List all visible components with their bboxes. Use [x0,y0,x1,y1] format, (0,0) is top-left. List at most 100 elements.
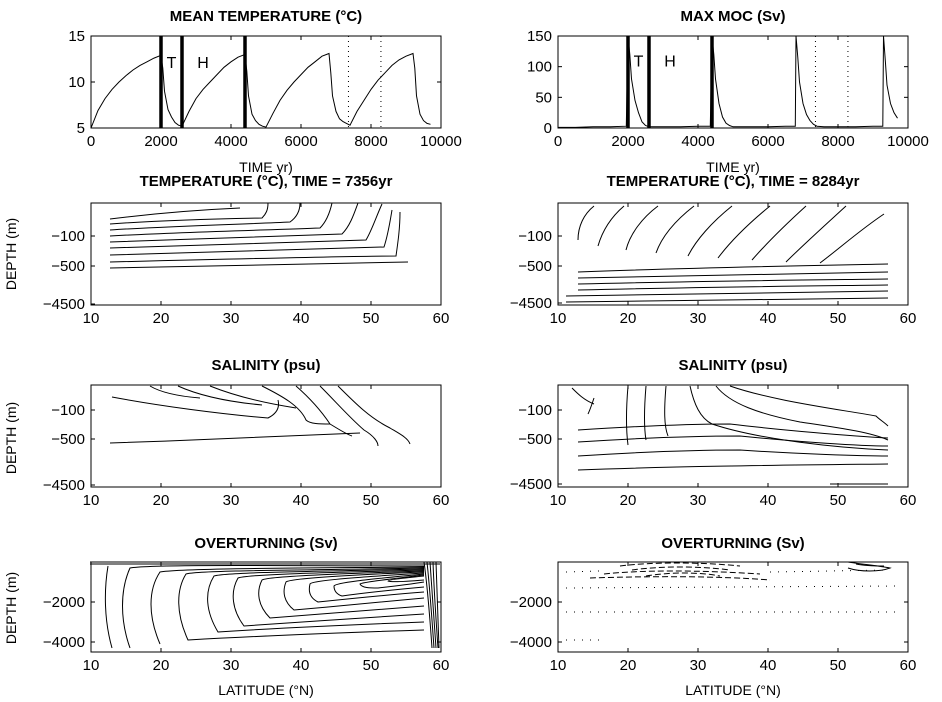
axes-frame-temperature-7356 [90,202,442,306]
contour-line [387,575,425,583]
contour-line [149,385,201,399]
contour-line [109,203,383,249]
x-axis-label-overturning-8284: LATITUDE (°N) [685,682,781,698]
x-tick-label: 20 [153,657,170,674]
x-tick-label: 50 [363,492,380,509]
x-tick-label: 8000 [821,133,854,150]
y-axis-label-row-2: DEPTH (m) [3,218,19,290]
contour-line [109,207,241,220]
x-tick-label: 10000 [420,133,462,150]
x-axis-label-overturning-7356: LATITUDE (°N) [218,682,314,698]
axes-frame-overturning-8284 [557,561,909,653]
x-axis-label-mean-temperature: TIME yr) [239,159,293,175]
x-tick-label: 60 [900,310,917,327]
y-tick-label: −100 [518,402,552,419]
contour-line [261,385,331,425]
x-tick-label: 2000 [144,133,177,150]
x-tick-label: 60 [433,657,450,674]
contour-line [426,561,435,649]
x-tick-label: 10 [83,492,100,509]
contour-line [597,205,625,247]
chart-title-salinity-7356: SALINITY (psu) [212,357,321,374]
contours-temperature-8284 [565,205,889,303]
contour-line [577,463,889,471]
contour-line-dotted [565,585,901,589]
contour-line [319,385,379,447]
contour-line [655,205,695,254]
contour-line [177,385,263,406]
contour-line [855,563,885,567]
chart-title-mean-temperature: MEAN TEMPERATURE (°C) [170,8,362,25]
x-tick-label: 20 [620,492,637,509]
x-tick-label: 30 [223,310,240,327]
x-tick-label: 20 [153,492,170,509]
x-tick-label: 40 [760,310,777,327]
contour-line [432,561,439,649]
x-tick-label: 50 [363,657,380,674]
chart-title-salinity-8284: SALINITY (psu) [679,357,788,374]
contour-line [626,385,629,446]
x-tick-label: 4000 [681,133,714,150]
ticks-mean-temperature: 0 2000 4000 6000 8000 10000 5 10 15 [68,28,462,150]
y-tick-label: −4000 [43,634,85,651]
y-tick-label: 50 [535,89,552,106]
x-tick-label: 8000 [354,133,387,150]
y-tick-label: −500 [51,258,85,275]
contour-line [687,205,733,257]
y-tick-label: −4500 [510,295,552,312]
contour-line [577,284,889,291]
contour-line [785,205,847,263]
contour-line [104,565,113,649]
series-line [558,35,898,128]
series-line [90,52,431,129]
x-tick-label: 20 [620,310,637,327]
x-tick-label: 4000 [214,133,247,150]
y-tick-label: −2000 [510,594,552,611]
y-tick-label: −500 [518,258,552,275]
x-tick-label: 60 [433,310,450,327]
contour-line [429,561,437,649]
contour-line [565,290,889,297]
contour-line-dashed [619,562,741,567]
x-tick-label: 20 [620,657,637,674]
contours-overturning-8284 [565,561,901,641]
x-tick-label: 10000 [887,133,929,150]
y-tick-label: 0 [544,120,552,137]
panel-salinity-8284: SALINITY (psu) 10 20 30 40 50 60 −100 −500 −4500 [510,357,916,509]
contour-line [232,569,425,627]
chart-title-overturning-8284: OVERTURNING (Sv) [661,535,804,552]
x-tick-label: 6000 [751,133,784,150]
ticks-temperature-8284: 10 20 30 40 50 60 −100 −500 −4500 [510,203,916,327]
contours-overturning-7356 [90,561,440,649]
contours-salinity-8284 [571,385,889,485]
x-tick-label: 30 [690,492,707,509]
contour-line [337,385,411,445]
axes-frame-max-moc [557,35,909,129]
x-tick-label: 6000 [284,133,317,150]
x-tick-label: 40 [760,657,777,674]
chart-title-temperature-7356: TEMPERATURE (°C), TIME = 7356yr [140,173,393,190]
contour-line-dashed [603,570,761,575]
x-tick-label: 40 [293,492,310,509]
contour-line [565,297,889,303]
annotation-label: T [634,54,644,71]
x-tick-label: 60 [900,657,917,674]
contour-line [717,205,771,259]
contour-line [111,396,279,419]
axes-frame-temperature-8284 [557,202,909,306]
x-tick-label: 30 [690,310,707,327]
contour-line [109,211,401,263]
contour-line [207,568,425,633]
x-tick-label: 40 [293,310,310,327]
contour-line [209,385,297,409]
contour-line [577,435,889,447]
contour-line [109,432,361,444]
panel-overturning-7356: OVERTURNING (Sv) DEPTH (m) 10 20 30 40 50 60 −… [3,535,449,698]
y-tick-label: 10 [68,74,85,91]
x-tick-label: 30 [223,657,240,674]
chart-title-overturning-7356: OVERTURNING (Sv) [194,535,337,552]
ticks-max-moc: 0 2000 4000 6000 8000 10000 0 50 100 150 [527,28,929,150]
contour-line-dotted [565,569,891,573]
